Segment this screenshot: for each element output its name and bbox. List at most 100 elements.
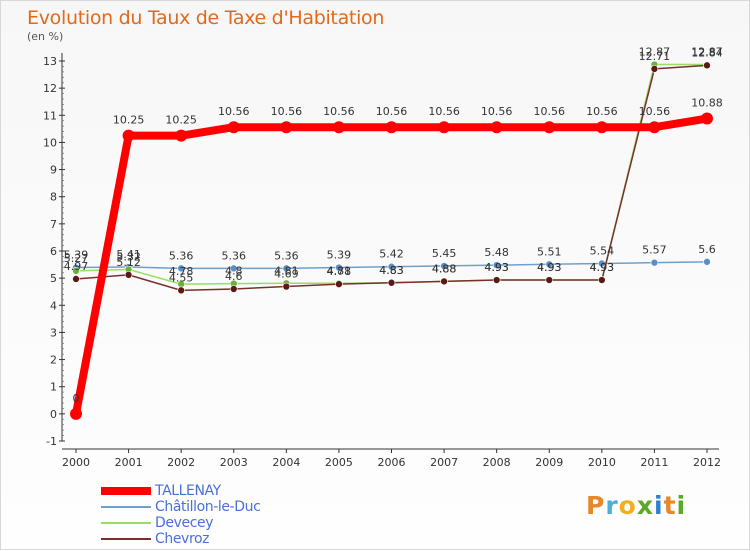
data-point [335,280,343,288]
data-label: 4.93 [484,261,509,274]
data-point [543,121,556,134]
data-label: 4.93 [537,261,562,274]
legend-item-tallenay: TALLENAY [101,483,260,499]
data-label: 4.6 [225,270,243,283]
data-label: 5.32 [116,250,141,263]
y-tick-label: 0 [50,408,57,421]
data-point [545,260,554,269]
data-point [72,275,80,283]
labels-ch-tillon-le-duc: 5.39 5.41 5.36 5.36 5.36 5.39 5.42 5.45 5.48 5.51… [64,243,716,263]
data-label: 5.57 [642,244,667,257]
data-label: 4.83 [379,264,404,277]
data-label: 10.25 [113,114,145,127]
data-label: 5.6 [698,243,716,256]
data-label: 4.55 [169,271,194,284]
data-label: 5.27 [64,252,89,265]
data-point [440,262,448,270]
data-point [650,258,659,267]
x-tick-label: 2006 [378,456,406,469]
data-label: 10.56 [218,105,250,118]
labels-chevroz: 4.97 5.12 4.55 4.6 4.69 4.78 4.83 4.88 4.93 4.93 4… [64,46,723,284]
legend-label-devecey: Devecey [155,515,214,531]
data-label: 10.56 [376,105,408,118]
data-label: 5.45 [432,247,457,260]
data-label: 5.39 [64,249,89,262]
data-label: 10.56 [323,105,355,118]
data-label: 5.36 [169,249,194,262]
y-tick-label: 7 [50,218,57,231]
data-point [70,407,82,420]
data-label: 4.93 [590,261,615,274]
y-tick-label: 2 [50,354,57,367]
data-label: 10.56 [428,105,460,118]
x-tick-label: 2004 [272,456,300,469]
data-label: 10.88 [691,97,723,110]
data-label: 5.39 [327,249,352,262]
x-tick-label: 2010 [588,456,616,469]
legend-item-chatillon-le-duc: Châtillon-le-Duc [101,499,261,515]
data-point [229,285,238,293]
y-tick-label: 10 [43,136,57,149]
data-label: 5.42 [379,248,404,261]
x-tick-label: 2003 [220,456,248,469]
y-tick-label: 9 [50,164,57,177]
data-label: 5.51 [537,245,562,258]
data-label: 5.36 [222,249,247,262]
y-tick-label: 12 [43,82,57,95]
data-point [440,277,448,286]
legend-item-chevroz: Chevroz [101,531,260,547]
logo-letter: t [663,491,677,520]
legend: TALLENAY Châtillon-le-Duc Devecey Chevro… [101,483,261,547]
data-label: 4.88 [432,262,457,275]
data-point [385,121,398,134]
series-ch-tillon-le-duc [72,258,711,273]
x-tick-label: 2002 [167,456,195,469]
data-label: 4.81 [274,264,299,277]
data-point [703,258,711,266]
logo-letter: o [618,491,637,520]
data-label: 4.81 [327,264,352,277]
data-point [701,112,713,125]
data-point [387,278,396,287]
legend-label-chevroz: Chevroz [155,531,210,547]
data-label: 0 [73,392,80,405]
data-point [490,121,503,134]
data-label: 10.56 [586,105,618,118]
data-point [280,121,293,134]
logo-letter: P [586,491,606,520]
data-point [72,267,80,275]
data-point [598,276,606,284]
data-point [124,271,133,279]
x-tick-label: 2008 [483,456,511,469]
data-label: 10.56 [639,105,671,118]
data-point [282,264,291,273]
data-point [332,121,345,134]
data-point [387,262,396,271]
logo-letter: x [636,491,654,520]
data-label: 12.84 [691,46,723,59]
data-point [545,276,554,284]
data-label: 10.56 [534,105,566,118]
y-tick-label: 4 [50,299,57,312]
data-point [177,286,185,295]
data-point [648,121,661,134]
data-point [492,276,501,284]
x-tick-label: 2001 [115,456,143,469]
data-point [335,263,343,272]
series-chevroz [72,61,711,295]
data-point [492,261,501,269]
data-label: 4.83 [379,264,404,277]
x-tick-label: 2005 [325,456,353,469]
data-point [595,121,608,134]
labels-tallenay: 0 10.25 10.25 10.56 10.56 10.56 10.56 10.56 10.5… [73,97,723,405]
data-label: 4.78 [327,265,352,278]
data-point [177,264,185,273]
x-tick-label: 2000 [62,456,90,469]
x-tick-label: 2012 [693,456,721,469]
logo-letter: r [605,491,619,520]
legend-swatch-chatillon-le-duc [101,506,151,508]
proxiti-logo: Proxiti [586,491,686,520]
data-label: 4.93 [537,261,562,274]
data-label: 12.87 [639,46,671,59]
